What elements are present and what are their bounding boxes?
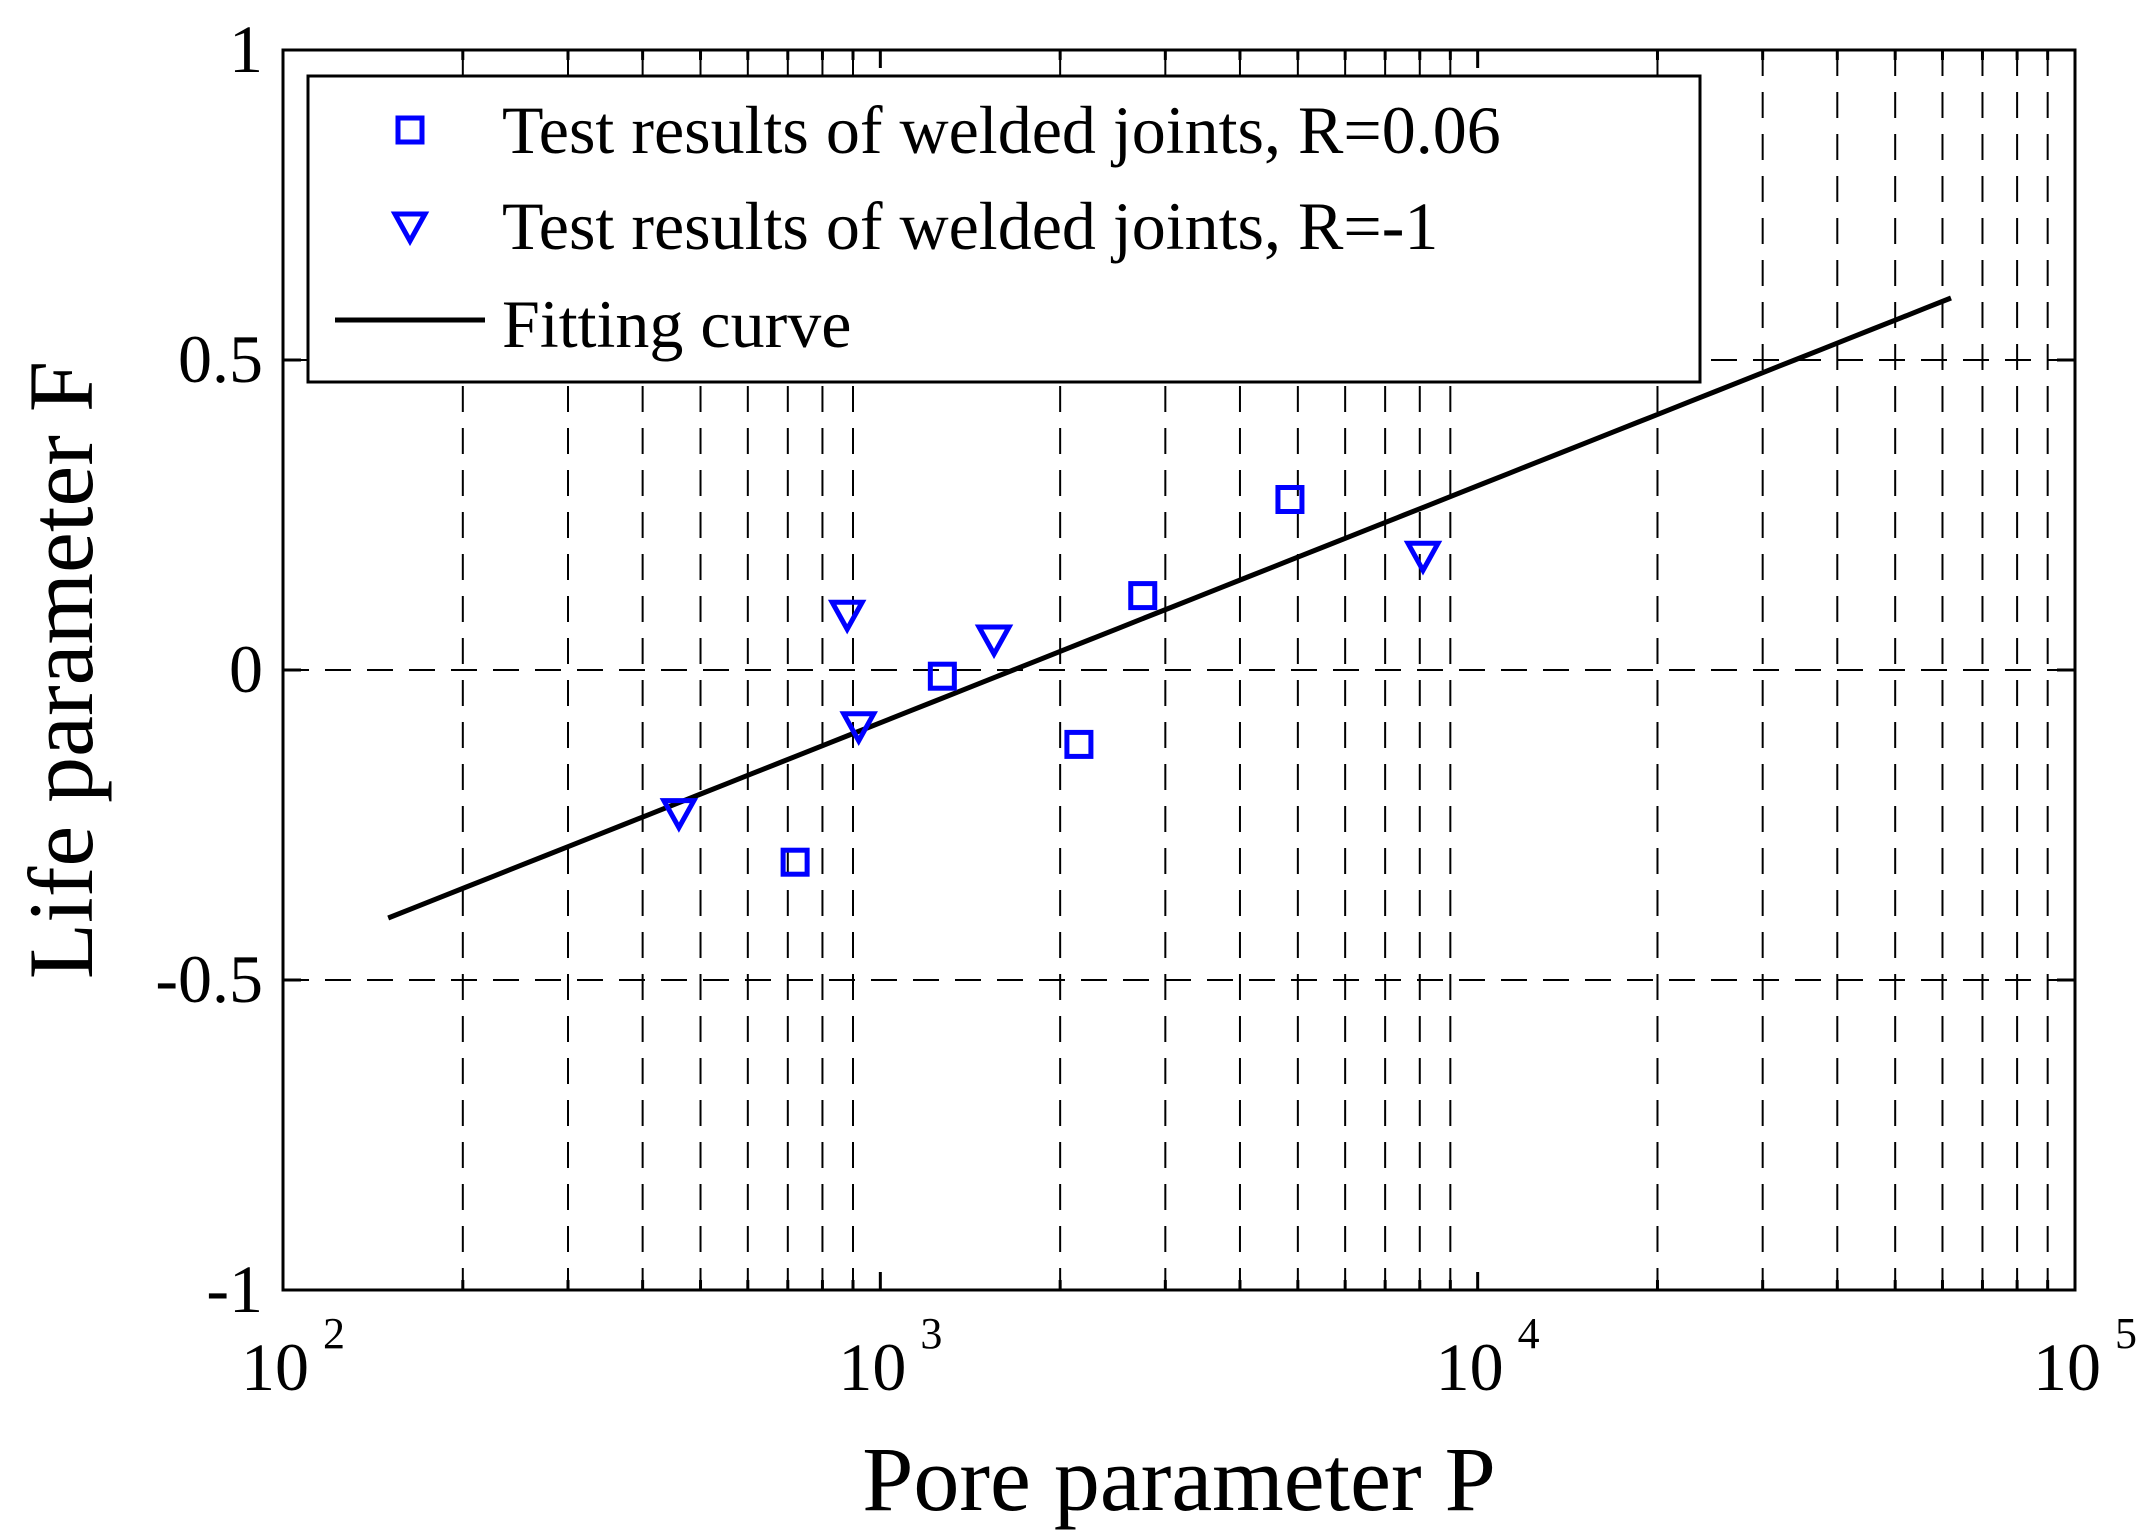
square-point-r006 — [780, 847, 810, 877]
legend-triangle-symbol — [390, 211, 430, 247]
square-point-r006 — [1275, 485, 1305, 514]
x-tick-label-exponent: 3 — [920, 1309, 942, 1358]
legend-label-fitting-curve: Fitting curve — [502, 286, 851, 362]
data-points — [659, 485, 1443, 877]
x-tick-label: 10 3 — [838, 1309, 942, 1405]
y-tick-label: 0 — [229, 631, 263, 707]
y-tick-label: -1 — [206, 1251, 263, 1327]
square-point-r006 — [927, 661, 957, 691]
x-axis-label: Pore parameter P — [862, 1428, 1496, 1530]
y-tick-label: 1 — [229, 11, 263, 87]
plot-frame — [281, 48, 2077, 1292]
triangle-point-r-1 — [827, 599, 867, 635]
triangle-point-r-1 — [659, 798, 699, 833]
x-tick-label-exponent: 2 — [323, 1309, 345, 1358]
x-tick-label-exponent: 5 — [2115, 1309, 2137, 1358]
x-tick-label: 10 5 — [2033, 1309, 2137, 1405]
fitting-curve-layer — [387, 295, 1952, 921]
y-tick-label: 0.5 — [178, 321, 263, 397]
x-tick-label: 10 2 — [241, 1309, 345, 1405]
legend-triangle-marker — [390, 211, 430, 247]
x-tick-label-base: 10 — [2033, 1329, 2101, 1405]
triangle-point-r-1 — [974, 624, 1014, 660]
x-tick-label: 10 4 — [1436, 1309, 1540, 1405]
triangle-point-r-1 — [839, 711, 878, 746]
x-tick-label-base: 10 — [241, 1329, 309, 1405]
legend-box — [306, 74, 1702, 384]
square-point-r006 — [1128, 581, 1158, 611]
x-tick-label-exponent: 4 — [1518, 1309, 1540, 1358]
y-axis-label: Life parameter F — [10, 361, 112, 979]
x-tick-label-base: 10 — [838, 1329, 906, 1405]
legend: Test results of welded joints, R=0.06 Te… — [306, 74, 1702, 384]
legend-square-symbol — [395, 115, 425, 145]
legend-label-r006: Test results of welded joints, R=0.06 — [502, 92, 1501, 168]
fitting-curve-line — [387, 295, 1952, 921]
x-tick-label-base: 10 — [1436, 1329, 1504, 1405]
triangle-point-r-1 — [1403, 540, 1443, 576]
square-point-r006 — [1064, 729, 1094, 759]
legend-label-r-1: Test results of welded joints, R=-1 — [502, 188, 1438, 264]
tick-labels: 10.50-0.5-110 2 10 3 10 4 10 5 — [155, 11, 2137, 1405]
legend-square-marker — [395, 115, 425, 145]
axis-ticks — [281, 48, 2075, 1292]
y-tick-label: -0.5 — [155, 941, 263, 1017]
